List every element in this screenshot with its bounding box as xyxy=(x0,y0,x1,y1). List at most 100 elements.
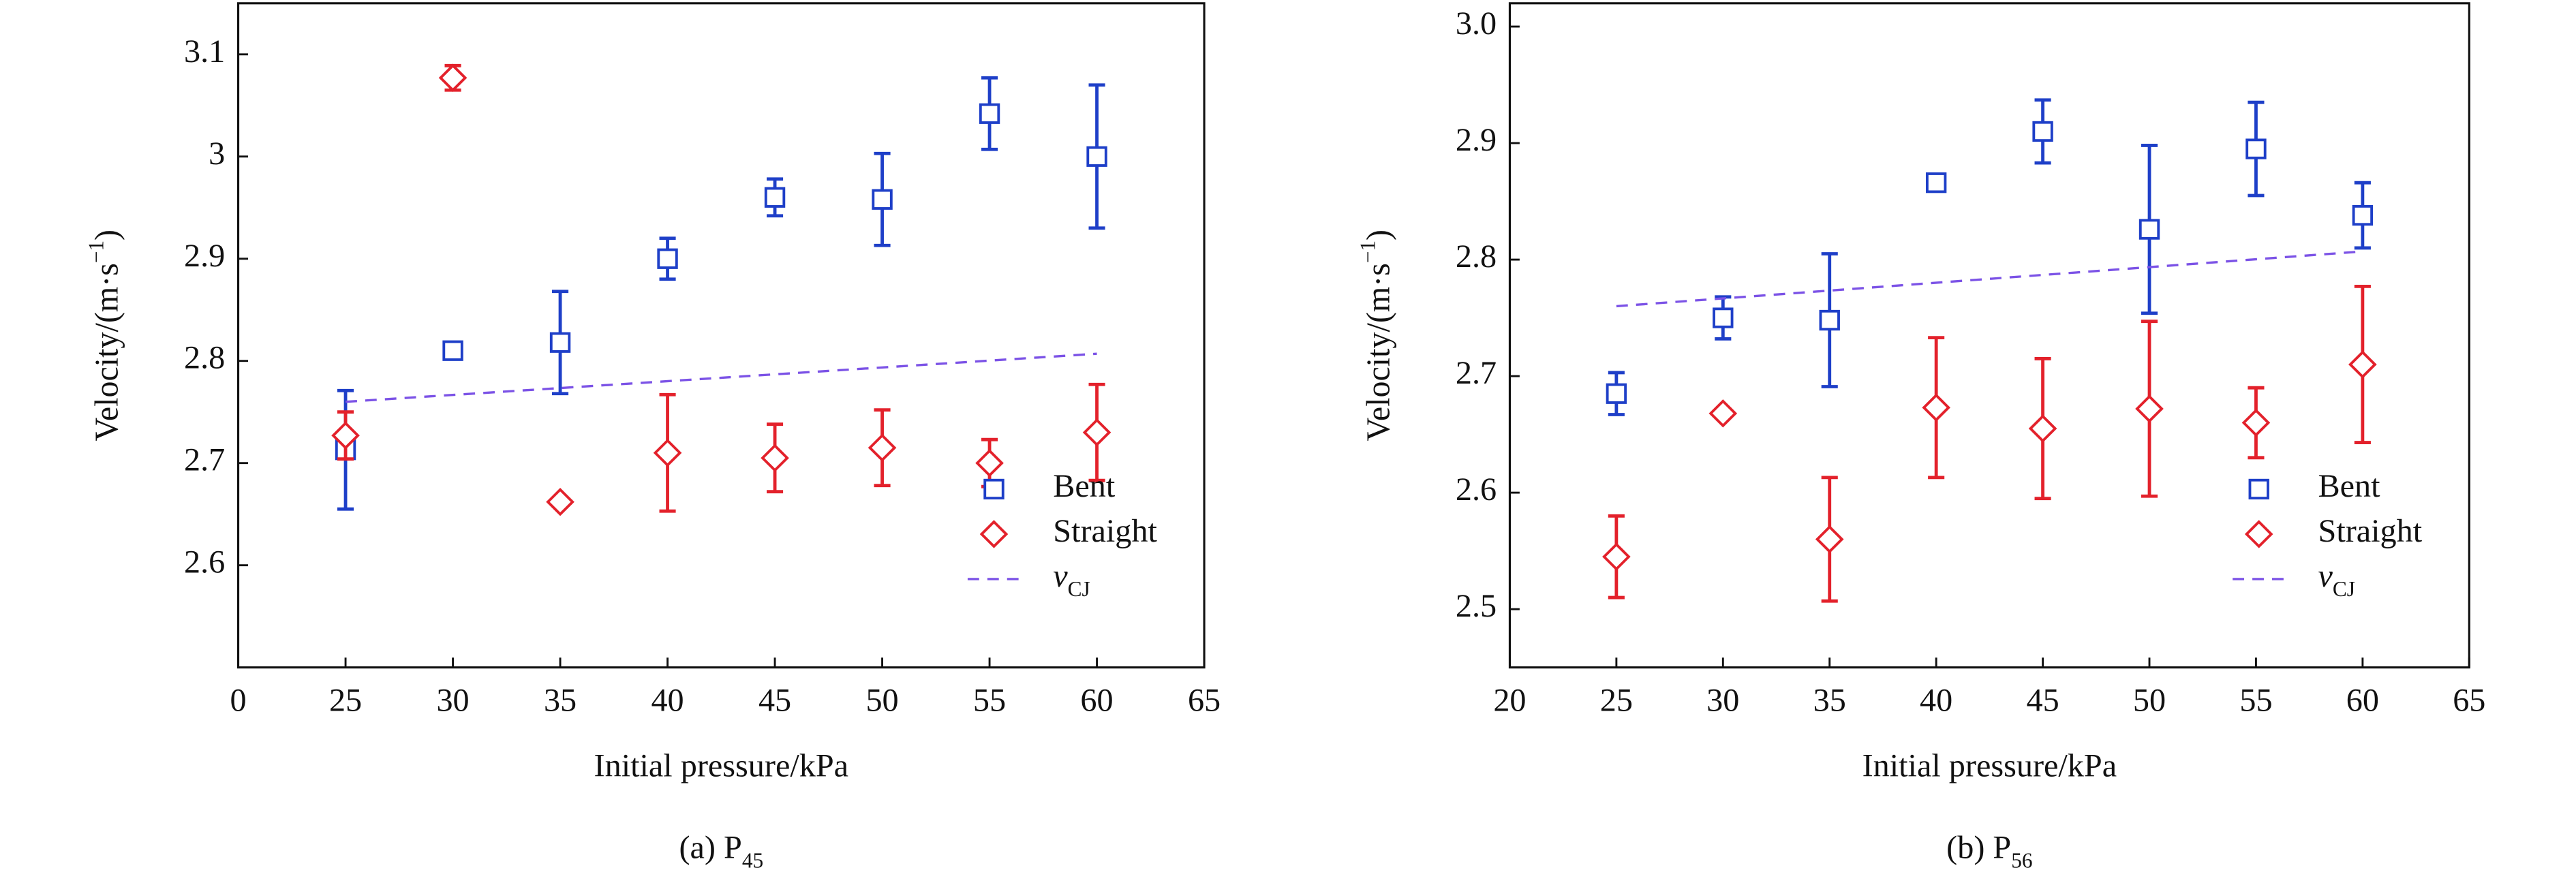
y-tick-label: 2.7 xyxy=(184,442,225,478)
data-point xyxy=(442,340,463,361)
legend-marker xyxy=(2248,478,2269,500)
x-tick-label: 45 xyxy=(758,683,791,719)
caption: (a) P45 xyxy=(679,830,763,872)
y-axis-label: Velocity/(m·s−1) xyxy=(1355,230,1396,441)
data-point xyxy=(1606,383,1627,404)
data-point xyxy=(546,487,574,516)
data-point xyxy=(1713,307,1734,328)
y-tick-label: 2.6 xyxy=(184,544,225,580)
data-point xyxy=(1082,418,1111,447)
y-axis-label: Velocity/(m·s−1) xyxy=(84,230,125,441)
x-tick-label: 30 xyxy=(1706,683,1739,719)
legend-label: Straight xyxy=(2318,513,2423,549)
x-tick-label: 45 xyxy=(2026,683,2059,719)
data-point xyxy=(2245,138,2267,159)
caption-part: 56 xyxy=(2011,848,2032,872)
x-tick-label: 60 xyxy=(2346,683,2379,719)
data-point xyxy=(1815,525,1844,554)
legend-label: vCJ xyxy=(2318,558,2355,600)
y-axis-label-part: Velocity/(m·s xyxy=(1360,263,1396,441)
data-point xyxy=(331,421,360,450)
x-tick-label: 55 xyxy=(973,683,1006,719)
legend-marker xyxy=(979,520,1009,548)
y-tick-label: 2.9 xyxy=(184,238,225,274)
legend-marker xyxy=(2244,520,2273,548)
caption-part: (a) P xyxy=(679,830,741,866)
legend-label: Bent xyxy=(2318,468,2381,504)
data-point xyxy=(975,448,1004,478)
data-point xyxy=(1602,542,1631,571)
data-point xyxy=(2028,414,2057,443)
caption: (b) P56 xyxy=(1946,830,2032,872)
y-tick-label: 3 xyxy=(209,136,225,172)
data-point xyxy=(1708,399,1738,428)
caption-part: 45 xyxy=(742,848,763,872)
y-tick-label: 2.6 xyxy=(1456,471,1497,508)
x-tick-label: 65 xyxy=(1188,683,1221,719)
legend-label-part: Straight xyxy=(2318,513,2423,549)
legend-label-part: CJ xyxy=(1068,577,1090,601)
data-point xyxy=(979,103,1000,124)
data-point xyxy=(657,248,678,269)
x-tick-label: 40 xyxy=(651,683,684,719)
x-axis-label: Initial pressure/kPa xyxy=(1862,748,2117,784)
y-tick-label: 2.9 xyxy=(1456,122,1497,158)
y-tick-label: 2.5 xyxy=(1456,588,1497,624)
data-point xyxy=(764,187,786,208)
data-point xyxy=(2032,121,2053,142)
data-point xyxy=(549,332,571,353)
data-point xyxy=(438,63,467,93)
x-tick-label: 55 xyxy=(2239,683,2272,719)
plot-frame xyxy=(1508,2,2470,669)
y-axis-label-part: −1 xyxy=(1355,240,1379,263)
x-tick-label: 0 xyxy=(230,683,246,719)
reference-line xyxy=(345,352,1097,403)
legend-label-part: Straight xyxy=(1053,513,1157,549)
data-point xyxy=(868,433,897,462)
data-point xyxy=(1086,146,1107,167)
data-point xyxy=(2352,204,2374,226)
y-axis-label-part: ) xyxy=(1360,230,1396,240)
x-tick-label: 25 xyxy=(329,683,362,719)
y-tick-label: 2.7 xyxy=(1456,355,1497,391)
y-axis-label-part: Velocity/(m·s xyxy=(89,263,125,441)
legend-label: Bent xyxy=(1053,468,1116,504)
y-tick-label: 2.8 xyxy=(1456,238,1497,275)
data-point xyxy=(761,444,789,472)
caption-part: (b) P xyxy=(1946,830,2011,866)
data-point xyxy=(2135,394,2164,423)
x-tick-label: 35 xyxy=(544,683,577,719)
data-point xyxy=(2138,219,2160,240)
data-point xyxy=(1922,393,1950,422)
y-tick-label: 3.1 xyxy=(184,33,225,69)
x-tick-label: 25 xyxy=(1600,683,1633,719)
x-tick-label: 20 xyxy=(1493,683,1526,719)
data-point xyxy=(653,438,682,467)
data-point xyxy=(1819,309,1840,331)
x-tick-label: 35 xyxy=(1813,683,1846,719)
y-axis-label-part: −1 xyxy=(84,240,108,263)
x-tick-label: 60 xyxy=(1080,683,1113,719)
legend-label-part: CJ xyxy=(2333,577,2355,601)
legend-label-part: Bent xyxy=(2318,468,2381,504)
x-axis-label: Initial pressure/kPa xyxy=(594,748,849,784)
y-tick-label: 3.0 xyxy=(1456,5,1497,42)
data-point xyxy=(872,189,893,210)
legend-label-part: v xyxy=(1053,558,1068,594)
y-tick-label: 2.8 xyxy=(184,340,225,376)
plot-frame xyxy=(236,2,1206,669)
x-tick-label: 65 xyxy=(2453,683,2485,719)
y-axis-label-part: ) xyxy=(89,230,125,240)
data-point xyxy=(2241,408,2271,437)
legend-marker xyxy=(983,478,1005,500)
legend-label: Straight xyxy=(1053,513,1157,549)
legend-label-part: Bent xyxy=(1053,468,1116,504)
data-point xyxy=(1925,172,1947,193)
x-tick-label: 30 xyxy=(436,683,469,719)
x-tick-label: 50 xyxy=(2133,683,2166,719)
reference-line xyxy=(1616,250,2363,308)
x-tick-label: 50 xyxy=(865,683,898,719)
legend-label: vCJ xyxy=(1053,558,1090,600)
